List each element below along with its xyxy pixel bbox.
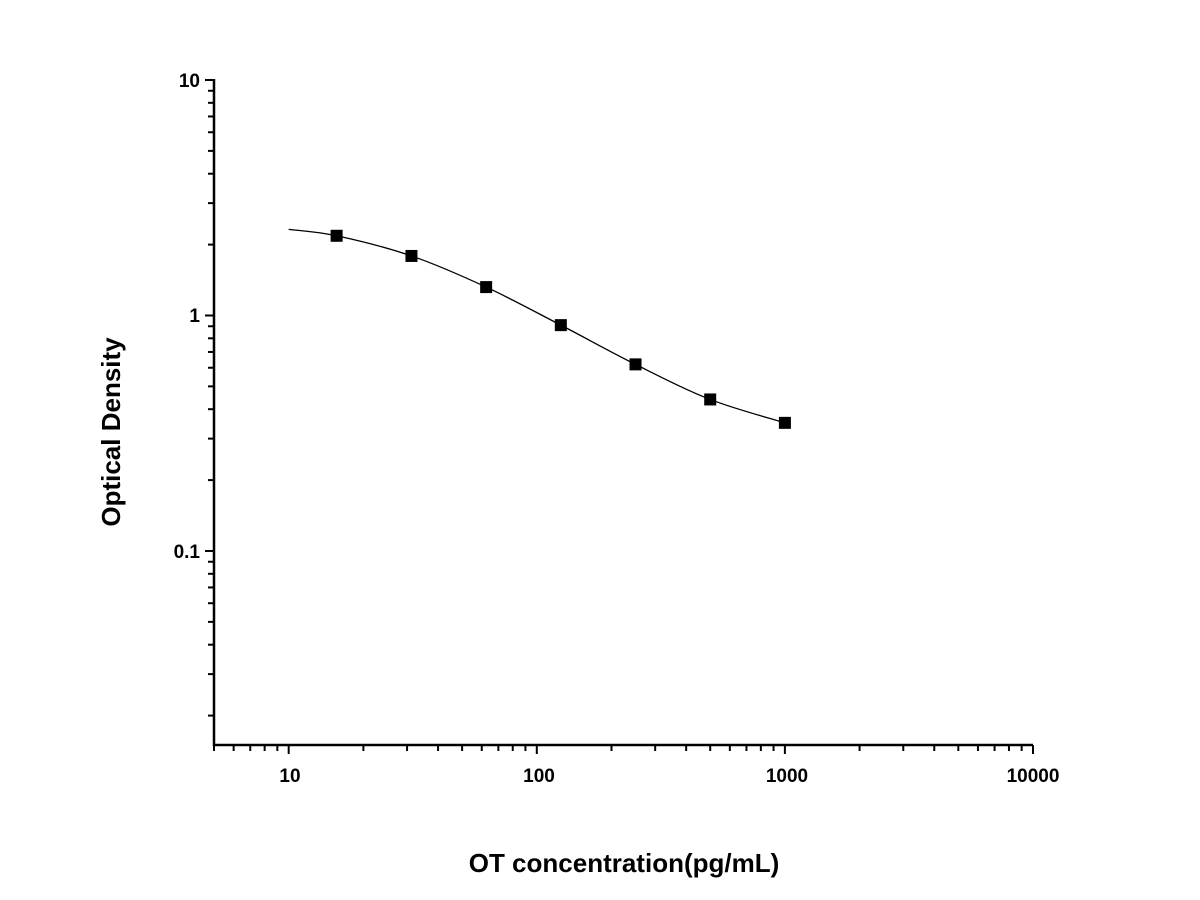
data-point — [704, 393, 717, 406]
data-point — [778, 416, 791, 429]
y-tick-label-0.1: 0.1 — [174, 542, 201, 563]
tick-labels: 10 100 1000 10000 0.1 1 10 — [174, 71, 1060, 787]
axes — [212, 79, 1033, 747]
y-tick-label-10: 10 — [179, 71, 200, 92]
data-point — [480, 281, 493, 294]
x-tick-label-100: 100 — [523, 766, 555, 787]
x-tick-label-10: 10 — [279, 766, 300, 787]
fit-curve — [288, 228, 786, 424]
y-axis-title: Optical Density — [96, 337, 126, 527]
x-axis-title: OT concentration(pg/mL) — [469, 848, 780, 878]
x-tick-label-1000: 1000 — [766, 766, 808, 787]
ticks — [205, 79, 1034, 754]
y-tick-label-1: 1 — [189, 306, 200, 327]
data-point — [330, 229, 343, 242]
data-point — [405, 249, 418, 262]
data-points — [330, 229, 791, 429]
data-point — [629, 358, 642, 371]
x-tick-label-10000: 10000 — [1007, 766, 1060, 787]
data-point — [554, 319, 567, 332]
